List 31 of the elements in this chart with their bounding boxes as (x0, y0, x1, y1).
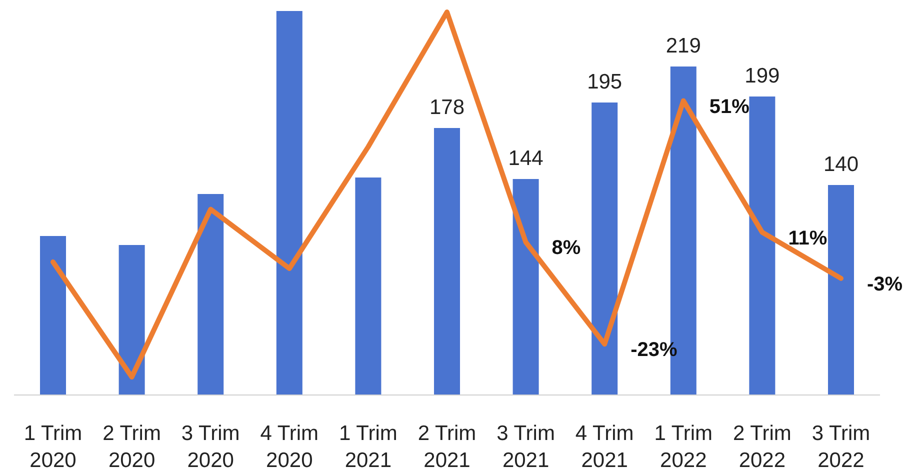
bar (749, 96, 776, 395)
x-tick-label: 2 Trim 2022 (733, 422, 792, 472)
bar (198, 194, 224, 395)
x-tick-label: 4 Trim 2020 (260, 422, 319, 472)
x-tick-label: 1 Trim 2020 (24, 422, 82, 472)
bar (434, 128, 460, 395)
data-label: 11% (788, 227, 828, 250)
data-label: 199 (744, 64, 780, 88)
data-label: 51% (709, 96, 750, 118)
bar (118, 245, 145, 395)
data-label: 8% (552, 237, 581, 260)
data-label: 140 (823, 153, 859, 176)
x-tick-label: 2 Trim 2020 (102, 422, 161, 472)
x-tick-label: 1 Trim 2022 (654, 422, 713, 472)
bar (592, 102, 618, 395)
bar (355, 178, 382, 395)
x-tick-label: 4 Trim 2021 (575, 422, 634, 472)
x-tick-label: 3 Trim 2021 (496, 422, 555, 472)
data-label: 178 (429, 96, 465, 119)
data-label: 219 (666, 34, 701, 58)
x-tick-label: 3 Trim 2022 (812, 422, 870, 472)
bar (276, 11, 302, 395)
x-tick-label: 1 Trim 2021 (339, 422, 398, 472)
data-label: -3% (866, 273, 903, 296)
bar (40, 236, 66, 395)
x-tick-label: 2 Trim 2021 (418, 422, 476, 472)
bar (828, 185, 854, 395)
x-tick-label: 3 Trim 2020 (181, 422, 240, 472)
data-label: 144 (508, 147, 544, 170)
data-label: 195 (587, 70, 622, 94)
bar (512, 179, 539, 395)
